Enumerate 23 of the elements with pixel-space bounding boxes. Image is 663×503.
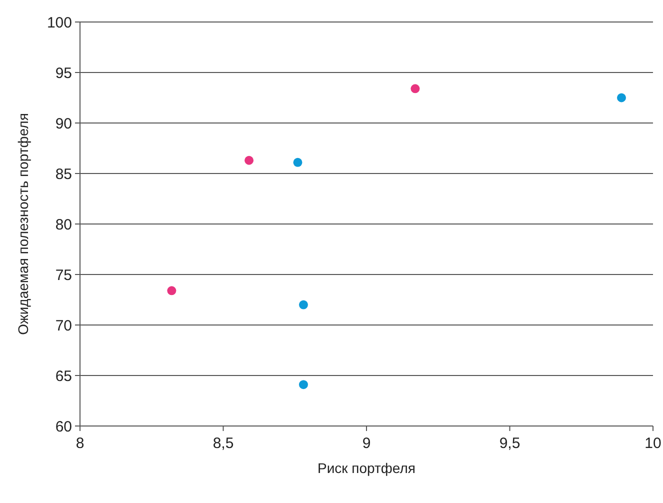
y-tick-label: 90 [55,115,72,132]
y-tick-label: 85 [55,166,72,183]
x-tick-label: 10 [644,435,662,452]
y-tick-label: 60 [55,418,72,436]
point [298,300,308,310]
y-tick-label: 75 [55,266,72,284]
point [410,84,420,94]
x-tick-label: 9 [362,435,371,452]
y-tick-label: 80 [55,216,72,234]
x-axis-title: Риск портфеля [317,460,416,476]
point [293,158,302,167]
x-tick-label: 9,5 [499,435,520,452]
point [298,380,308,390]
point [616,93,626,102]
point [244,156,254,165]
y-tick-label: 95 [55,64,72,82]
point [167,286,176,296]
x-tick-label: 8,5 [212,435,234,452]
x-tick-label: 8 [76,435,84,452]
y-tick-label: 65 [55,368,72,385]
y-tick-label: 100 [46,14,72,32]
y-tick-label: 70 [55,317,72,334]
y-axis-title: Ожидаемая полезность портфеля [15,113,31,335]
